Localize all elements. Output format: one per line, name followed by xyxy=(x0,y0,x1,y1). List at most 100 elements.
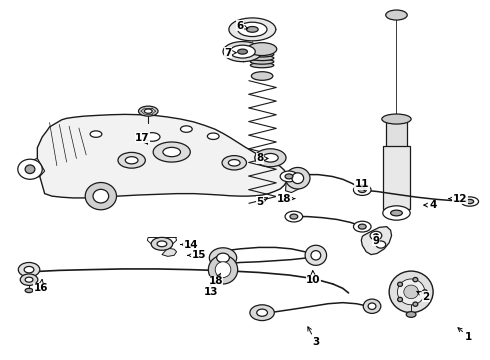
Ellipse shape xyxy=(250,45,274,50)
Text: 2: 2 xyxy=(417,291,429,302)
Ellipse shape xyxy=(238,22,267,37)
Polygon shape xyxy=(37,114,288,198)
Ellipse shape xyxy=(358,224,366,229)
Text: 18: 18 xyxy=(208,273,223,286)
Ellipse shape xyxy=(151,237,172,250)
Ellipse shape xyxy=(145,133,160,141)
Text: 9: 9 xyxy=(372,234,380,246)
Ellipse shape xyxy=(223,41,262,62)
Ellipse shape xyxy=(461,197,479,206)
Ellipse shape xyxy=(85,183,117,210)
Ellipse shape xyxy=(250,48,274,53)
Ellipse shape xyxy=(353,185,371,195)
Text: 13: 13 xyxy=(203,284,218,297)
Ellipse shape xyxy=(251,72,273,80)
Ellipse shape xyxy=(18,262,40,277)
Text: 10: 10 xyxy=(306,271,320,285)
Ellipse shape xyxy=(255,149,286,167)
Ellipse shape xyxy=(413,278,418,282)
Ellipse shape xyxy=(397,282,402,287)
Ellipse shape xyxy=(376,241,386,248)
Ellipse shape xyxy=(358,188,366,193)
Text: 8: 8 xyxy=(256,153,268,163)
Text: 3: 3 xyxy=(308,327,319,347)
Text: 12: 12 xyxy=(449,194,467,204)
Ellipse shape xyxy=(139,106,158,116)
Ellipse shape xyxy=(217,253,229,262)
Ellipse shape xyxy=(250,59,274,64)
Ellipse shape xyxy=(153,142,190,162)
Ellipse shape xyxy=(163,147,180,157)
Ellipse shape xyxy=(24,266,34,273)
Ellipse shape xyxy=(25,277,33,282)
Text: 4: 4 xyxy=(424,200,437,210)
Text: 7: 7 xyxy=(224,48,236,58)
Ellipse shape xyxy=(18,159,42,179)
Ellipse shape xyxy=(280,171,298,182)
Polygon shape xyxy=(162,248,176,256)
Ellipse shape xyxy=(389,271,433,313)
Ellipse shape xyxy=(373,234,378,237)
Text: 11: 11 xyxy=(355,179,369,190)
Ellipse shape xyxy=(311,251,321,260)
Ellipse shape xyxy=(25,288,33,293)
Text: 17: 17 xyxy=(135,133,150,144)
Bar xyxy=(383,146,410,209)
Polygon shape xyxy=(286,176,303,193)
Ellipse shape xyxy=(290,214,298,219)
Ellipse shape xyxy=(250,63,274,68)
Ellipse shape xyxy=(386,10,407,20)
Ellipse shape xyxy=(370,231,382,240)
Ellipse shape xyxy=(230,45,255,58)
Text: 5: 5 xyxy=(256,197,268,207)
Text: 1: 1 xyxy=(458,328,472,342)
Ellipse shape xyxy=(246,27,258,32)
Ellipse shape xyxy=(263,153,278,162)
Ellipse shape xyxy=(20,274,38,285)
Ellipse shape xyxy=(229,18,276,41)
Text: 15: 15 xyxy=(188,250,206,260)
Ellipse shape xyxy=(286,167,310,189)
Ellipse shape xyxy=(222,156,246,170)
Ellipse shape xyxy=(383,206,410,220)
Ellipse shape xyxy=(250,52,274,57)
Ellipse shape xyxy=(413,302,418,306)
Ellipse shape xyxy=(285,174,293,179)
Text: 6: 6 xyxy=(237,21,248,31)
Text: 18: 18 xyxy=(277,194,295,204)
Ellipse shape xyxy=(368,303,376,310)
Ellipse shape xyxy=(93,189,109,203)
Ellipse shape xyxy=(145,109,152,113)
Ellipse shape xyxy=(466,199,474,204)
Ellipse shape xyxy=(285,211,303,222)
Ellipse shape xyxy=(157,241,167,247)
Ellipse shape xyxy=(406,312,416,318)
Ellipse shape xyxy=(391,210,402,216)
Ellipse shape xyxy=(208,255,238,284)
Ellipse shape xyxy=(363,299,381,314)
Ellipse shape xyxy=(125,157,138,164)
Ellipse shape xyxy=(209,248,237,268)
Ellipse shape xyxy=(90,131,102,137)
Ellipse shape xyxy=(353,221,371,232)
Ellipse shape xyxy=(250,55,274,60)
Polygon shape xyxy=(21,158,45,178)
Ellipse shape xyxy=(250,305,274,320)
Ellipse shape xyxy=(238,49,247,54)
Ellipse shape xyxy=(382,114,411,124)
Ellipse shape xyxy=(422,290,427,294)
Ellipse shape xyxy=(180,126,192,132)
Ellipse shape xyxy=(397,297,402,302)
Ellipse shape xyxy=(228,159,240,166)
Bar xyxy=(386,119,407,151)
Ellipse shape xyxy=(247,42,277,55)
Ellipse shape xyxy=(257,309,268,316)
Ellipse shape xyxy=(215,262,231,278)
Ellipse shape xyxy=(292,173,304,184)
Ellipse shape xyxy=(305,245,327,265)
Text: 14: 14 xyxy=(181,239,198,249)
Polygon shape xyxy=(361,226,392,255)
Ellipse shape xyxy=(25,165,35,174)
Ellipse shape xyxy=(404,285,418,299)
Ellipse shape xyxy=(397,279,425,305)
